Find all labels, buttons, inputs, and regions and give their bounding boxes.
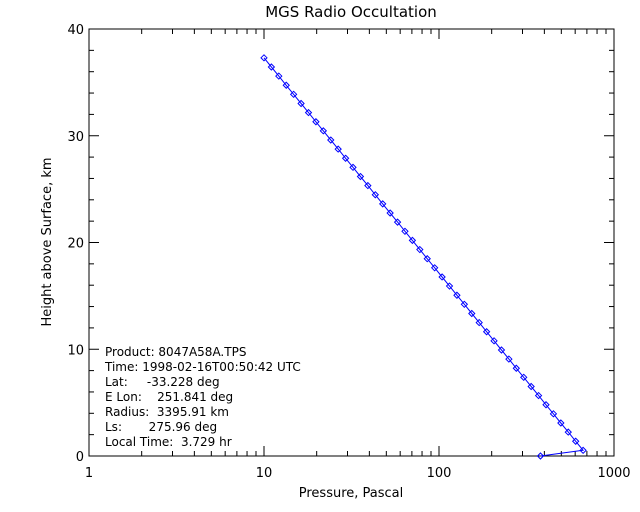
data-point	[289, 90, 298, 99]
data-point	[364, 181, 372, 190]
data-point	[304, 108, 313, 117]
occultation-info: Product: 8047A58A.TPS Time: 1998-02-16T0…	[104, 345, 301, 449]
data-point	[497, 346, 506, 354]
data-point	[505, 355, 513, 363]
data-point	[571, 437, 580, 445]
series-line	[263, 57, 585, 457]
y-tick-label: 0	[76, 450, 84, 465]
data-point	[349, 163, 357, 172]
data-point	[542, 401, 550, 409]
data-point	[536, 452, 545, 460]
y-tick-label: 20	[67, 237, 84, 252]
data-point	[490, 337, 498, 345]
data-point	[460, 300, 469, 309]
data-point	[371, 191, 380, 199]
data-point	[579, 446, 587, 455]
data-point	[475, 318, 483, 327]
info-ls: Ls: 275.96 deg	[105, 420, 217, 434]
data-point	[438, 273, 446, 281]
axis-ticks	[88, 28, 615, 457]
data-point	[549, 410, 558, 418]
x-tick-label: 100	[427, 466, 452, 481]
data-point	[520, 373, 528, 382]
data-point	[401, 227, 409, 235]
chart-title: MGS Radio Occultation	[265, 3, 437, 21]
data-series	[260, 54, 587, 460]
data-point	[534, 391, 543, 400]
data-point	[527, 382, 535, 391]
data-point	[334, 145, 342, 153]
y-tick-label: 10	[67, 343, 84, 358]
info-localtime: Local Time: 3.729 hr	[105, 435, 232, 449]
info-product: Product: 8047A58A.TPS	[105, 345, 246, 359]
data-point	[319, 127, 328, 135]
data-point	[260, 54, 268, 62]
data-point	[379, 200, 387, 208]
data-point	[453, 291, 461, 299]
x-tick-label: 1	[85, 466, 93, 481]
info-elon: E Lon: 251.841 deg	[105, 390, 233, 404]
data-point	[356, 172, 365, 181]
data-point	[512, 364, 521, 372]
x-tick-label: 10	[256, 466, 273, 481]
data-point	[430, 264, 439, 272]
x-axis-label: Pressure, Pascal	[299, 486, 404, 501]
data-point	[267, 63, 276, 71]
data-point	[297, 99, 305, 108]
axis-tick-labels: 1 10 100 1000 0 10 20 30 40	[67, 23, 630, 481]
data-point	[564, 428, 572, 436]
data-point	[282, 81, 290, 89]
data-point	[416, 245, 424, 254]
info-lat: Lat: -33.228 deg	[105, 375, 220, 389]
data-point	[275, 72, 283, 80]
data-point	[312, 118, 320, 126]
data-point	[341, 154, 350, 162]
data-point	[408, 236, 417, 245]
data-point	[445, 282, 454, 290]
data-point	[393, 218, 402, 226]
data-point	[327, 136, 335, 144]
y-axis-label: Height above Surface, km	[40, 157, 55, 326]
data-point	[386, 209, 394, 217]
info-radius: Radius: 3395.91 km	[105, 405, 229, 419]
data-point	[482, 328, 491, 336]
info-time: Time: 1998-02-16T00:50:42 UTC	[104, 360, 301, 374]
data-point	[468, 309, 476, 318]
y-tick-label: 30	[67, 130, 84, 145]
x-tick-label: 1000	[597, 466, 630, 481]
y-tick-label: 40	[67, 23, 84, 38]
data-point	[557, 419, 565, 427]
data-point	[423, 255, 431, 263]
